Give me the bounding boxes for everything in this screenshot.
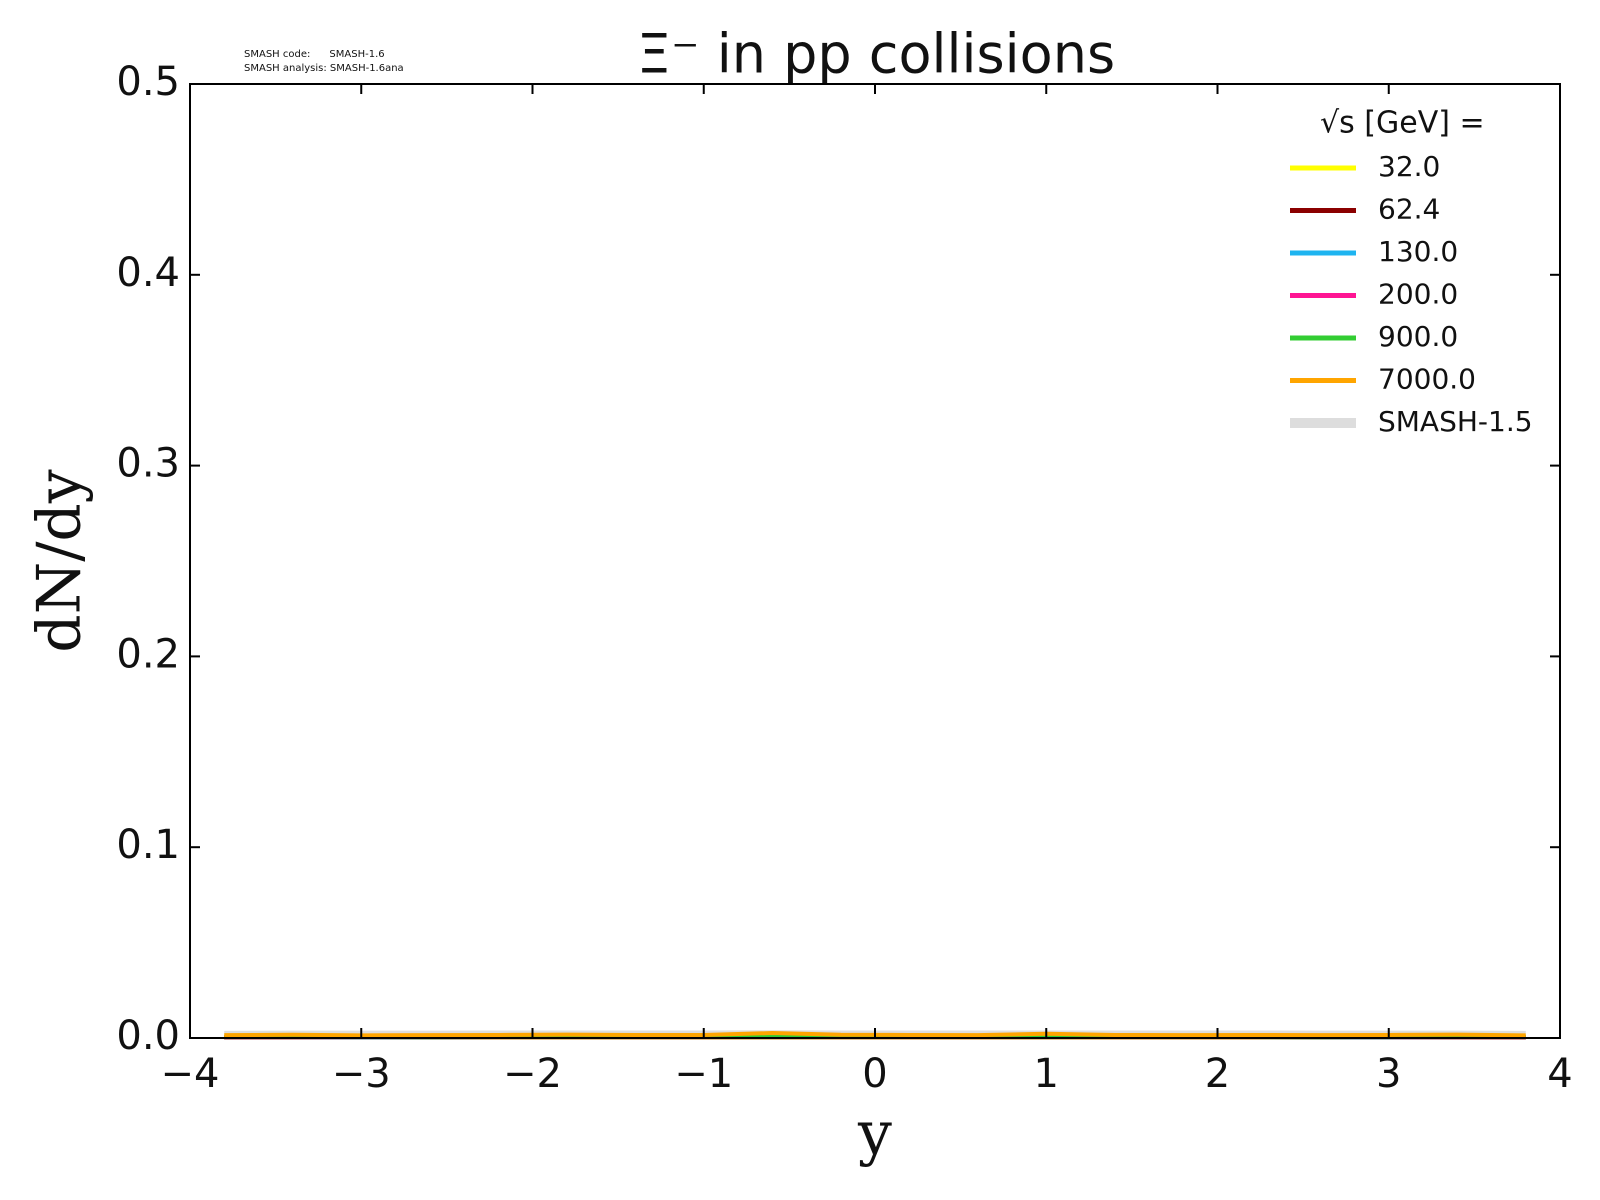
y-tick-label: 0.2 xyxy=(116,631,180,677)
y-tick-label: 0.1 xyxy=(116,822,180,868)
y-tick-label: 0.3 xyxy=(116,441,180,487)
x-tick-label: −4 xyxy=(161,1051,220,1097)
x-tick-label: 1 xyxy=(1034,1051,1059,1097)
legend: √s [GeV] = 32.0 62.4 130.0 200.0 900.0 7000.0 S… xyxy=(1290,106,1533,438)
legend-label: 62.4 xyxy=(1378,193,1440,226)
x-tick-label: −2 xyxy=(503,1051,562,1097)
y-axis-label: dN/dy xyxy=(25,469,95,653)
x-axis-label: y xyxy=(857,1099,892,1169)
x-tick-label: 3 xyxy=(1376,1051,1401,1097)
plot-frame xyxy=(189,83,1561,1039)
legend-label: 32.0 xyxy=(1378,150,1440,183)
legend-label: 7000.0 xyxy=(1378,363,1476,396)
chart-title: Ξ⁻ in pp collisions xyxy=(637,23,1115,86)
legend-label: 200.0 xyxy=(1378,278,1458,311)
y-tick-label: 0.5 xyxy=(116,59,180,105)
legend-label: 130.0 xyxy=(1378,235,1458,268)
x-tick-label: −3 xyxy=(332,1051,391,1097)
x-tick-label: −1 xyxy=(674,1051,733,1097)
legend-label: SMASH-1.5 xyxy=(1378,405,1533,438)
legend-title: √s [GeV] = xyxy=(1320,106,1485,141)
x-tick-label: 2 xyxy=(1205,1051,1230,1097)
legend-label: 900.0 xyxy=(1378,320,1458,353)
y-tick-label: 0.4 xyxy=(116,250,180,296)
x-tick-label: 4 xyxy=(1547,1051,1572,1097)
y-tick-label: 0.0 xyxy=(116,1013,180,1059)
annotation: SMASH analysis: SMASH-1.6ana xyxy=(244,63,404,74)
annotation: SMASH code: SMASH-1.6 xyxy=(244,49,385,60)
x-tick-label: 0 xyxy=(862,1051,887,1097)
